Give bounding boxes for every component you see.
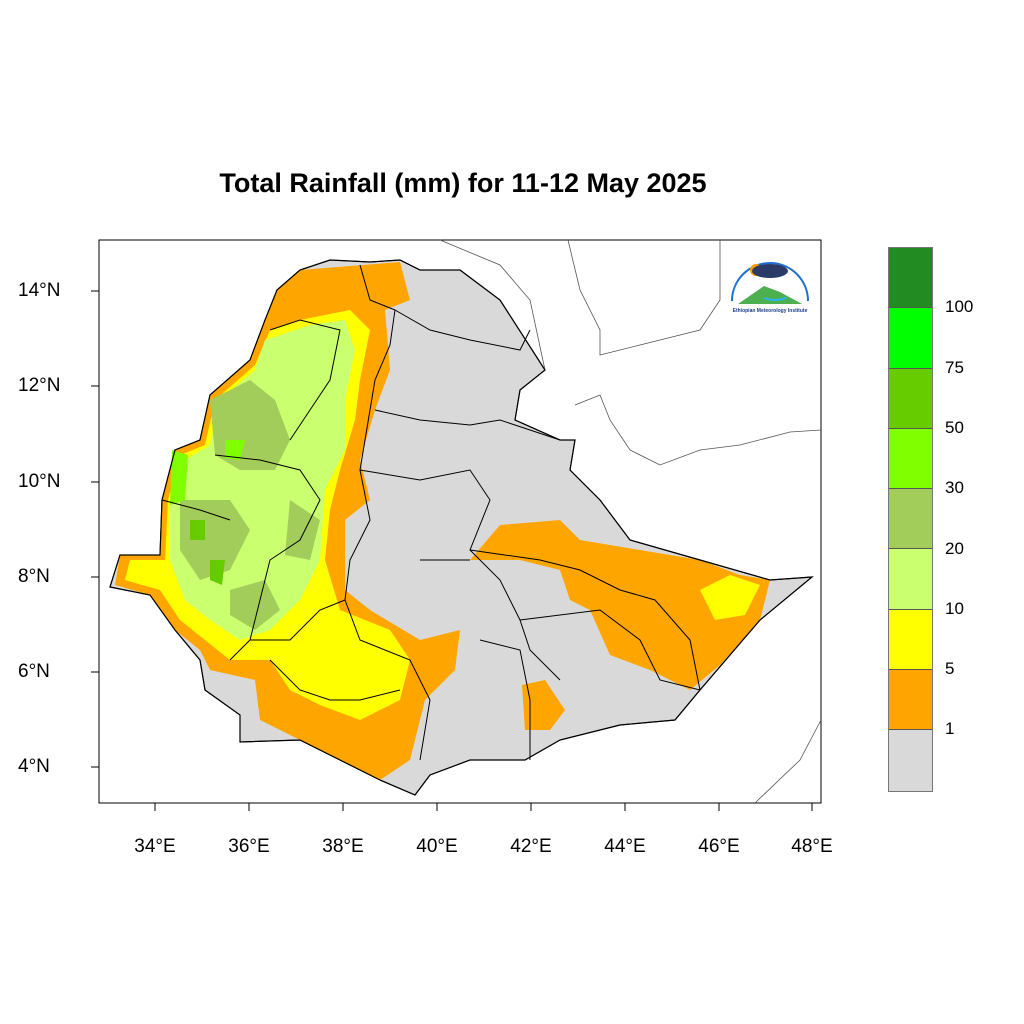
y-tick-label: 10°N [18,471,61,492]
gulf-aden-coast [574,394,822,466]
x-tick-label: 48°E [791,836,833,857]
legend-swatch [889,549,932,610]
legend-label: 30 [945,478,964,498]
color-legend [888,247,933,792]
rain-1-5-east [470,520,770,690]
legend-label: 50 [945,417,964,437]
ethiopia [109,259,814,796]
y-tick-label: 12°N [18,375,61,396]
x-tick-label: 46°E [698,836,740,857]
rain-1-5-south [522,680,565,730]
legend-swatch [889,609,932,671]
x-tick-label: 42°E [510,836,552,857]
legend-label: 75 [945,357,964,377]
legend-swatch [889,308,932,369]
legend-swatch [889,670,932,731]
eritrea-coast [439,239,546,371]
y-tick-label: 4°N [18,756,50,777]
x-tick-label: 40°E [416,836,458,857]
legend-swatch [889,248,932,309]
legend-swatch [889,368,932,429]
somalia-coast [754,719,822,804]
legend-swatch [889,489,932,550]
x-tick-label: 44°E [604,836,646,857]
svg-text:Ethiopian Meteorology Institut: Ethiopian Meteorology Institute [733,308,808,314]
y-tick-label: 6°N [18,661,50,682]
legend-swatch [889,428,932,490]
legend-label: 20 [945,538,964,558]
rain-5-10-east [700,575,760,620]
x-tick-label: 34°E [134,836,176,857]
red-sea-coast [567,239,721,356]
admin-boundaries [161,264,701,761]
x-tick-label: 38°E [322,836,364,857]
legend-label: 1 [945,719,955,739]
legend-label: 100 [945,297,974,317]
legend-label: 5 [945,659,955,679]
legend-swatch [889,730,932,791]
map-title: Total Rainfall (mm) for 11-12 May 2025 [219,168,707,198]
x-tick-label: 36°E [228,836,270,857]
axis-ticks [91,290,813,811]
y-tick-label: 14°N [18,280,61,301]
legend-label: 10 [945,598,964,618]
y-tick-label: 8°N [18,566,50,587]
emi-logo: Ethiopian Meteorology Institute [731,262,809,314]
rain-50-75 [190,520,225,585]
neighbor-borders [439,239,822,804]
